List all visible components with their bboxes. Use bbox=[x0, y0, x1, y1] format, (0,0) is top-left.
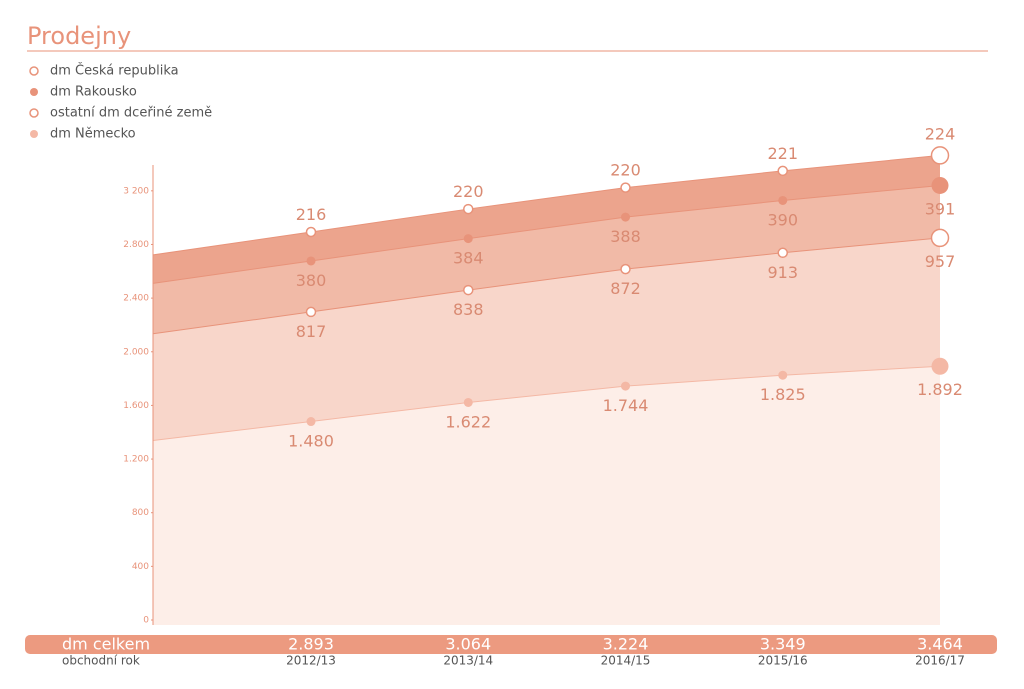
data-point bbox=[778, 370, 788, 380]
data-point bbox=[930, 146, 950, 165]
area bbox=[311, 237, 940, 422]
data-label: 380 bbox=[296, 271, 327, 290]
data-point bbox=[930, 228, 950, 248]
chart-title: Prodejny bbox=[27, 22, 131, 50]
data-label: 913 bbox=[767, 263, 798, 282]
x-tick-label: 2015/16 bbox=[758, 654, 808, 668]
data-point bbox=[620, 263, 631, 275]
areas bbox=[153, 155, 940, 625]
legend-label: ostatní dm dceřiné země bbox=[50, 106, 212, 121]
data-point bbox=[777, 165, 788, 177]
legend-label: dm Česká republika bbox=[50, 63, 179, 79]
data-point bbox=[778, 195, 788, 205]
totals-bar bbox=[25, 635, 997, 654]
total-value: 3.349 bbox=[760, 635, 806, 654]
y-tick-label: 1.200 bbox=[123, 455, 149, 465]
data-label: 817 bbox=[296, 322, 327, 341]
data-point bbox=[620, 182, 631, 193]
data-label: 1.744 bbox=[603, 396, 649, 415]
data-point bbox=[306, 256, 316, 266]
y-tick-label: 2.400 bbox=[123, 294, 149, 304]
area bbox=[311, 366, 940, 620]
data-label: 224 bbox=[925, 124, 956, 143]
data-point bbox=[621, 212, 630, 222]
data-point bbox=[931, 357, 949, 375]
data-label: 390 bbox=[767, 210, 798, 229]
data-label: 220 bbox=[453, 182, 484, 201]
data-label: 1.825 bbox=[760, 385, 806, 404]
data-point bbox=[463, 203, 474, 215]
total-value: 2.893 bbox=[288, 635, 334, 654]
data-label: 872 bbox=[610, 279, 641, 298]
y-tick-label: 3 200 bbox=[123, 186, 149, 196]
data-label: 838 bbox=[453, 300, 484, 319]
data-label: 220 bbox=[610, 161, 641, 180]
edge-lead-in bbox=[152, 311, 312, 335]
x-axis-label: obchodní rok bbox=[62, 654, 140, 668]
data-label: 1.892 bbox=[917, 380, 963, 399]
data-point bbox=[305, 306, 317, 318]
area-lead-in bbox=[153, 231, 311, 284]
data-label: 221 bbox=[767, 144, 798, 163]
area-lead-in bbox=[153, 260, 311, 334]
data-label: 384 bbox=[453, 249, 484, 268]
x-tick-label: 2016/17 bbox=[915, 654, 965, 668]
data-label: 1.480 bbox=[288, 432, 334, 451]
area-lead-in bbox=[153, 421, 311, 625]
total-value: 3.464 bbox=[917, 635, 963, 654]
data-label: 216 bbox=[296, 205, 327, 224]
markers: 1.480 1.622 1.744 1.825 1.892 817 838 872 913 957… bbox=[288, 124, 963, 450]
data-label: 391 bbox=[925, 199, 956, 218]
edge-lead-in bbox=[152, 421, 312, 442]
legend-marker bbox=[29, 108, 39, 118]
data-point bbox=[463, 397, 473, 407]
data-point bbox=[621, 381, 630, 391]
area-base bbox=[153, 620, 940, 625]
data-point bbox=[463, 234, 473, 244]
legend-marker bbox=[30, 88, 38, 96]
y-tick-label: 0 bbox=[143, 616, 149, 626]
legend-label: dm Rakousko bbox=[50, 85, 137, 100]
edge-lead-in bbox=[152, 260, 312, 284]
area-lead-in bbox=[153, 311, 311, 441]
edge-lead-in bbox=[152, 231, 312, 256]
data-label: 1.622 bbox=[445, 412, 491, 431]
y-tick-label: 1.600 bbox=[123, 401, 149, 411]
data-label: 957 bbox=[925, 252, 956, 271]
data-point bbox=[777, 247, 788, 259]
y-tick-label: 800 bbox=[132, 508, 149, 518]
legend-marker bbox=[30, 130, 38, 138]
total-value: 3.064 bbox=[445, 635, 491, 654]
data-point bbox=[305, 226, 317, 238]
area bbox=[311, 185, 940, 312]
y-tick-label: 2.000 bbox=[123, 347, 149, 357]
totals-label: dm celkem bbox=[62, 635, 150, 654]
total-value: 3.224 bbox=[603, 635, 649, 654]
legend-label: dm Německo bbox=[50, 127, 136, 142]
x-tick-label: 2014/15 bbox=[601, 654, 651, 668]
y-tick-label: 400 bbox=[132, 562, 149, 572]
data-point bbox=[306, 417, 316, 427]
legend-marker bbox=[29, 66, 39, 76]
data-point bbox=[463, 284, 474, 296]
x-tick-label: 2013/14 bbox=[443, 654, 493, 668]
data-point bbox=[931, 176, 949, 194]
x-tick-label: 2012/13 bbox=[286, 654, 336, 668]
data-label: 388 bbox=[610, 227, 641, 246]
y-tick-label: 2.800 bbox=[123, 240, 149, 250]
